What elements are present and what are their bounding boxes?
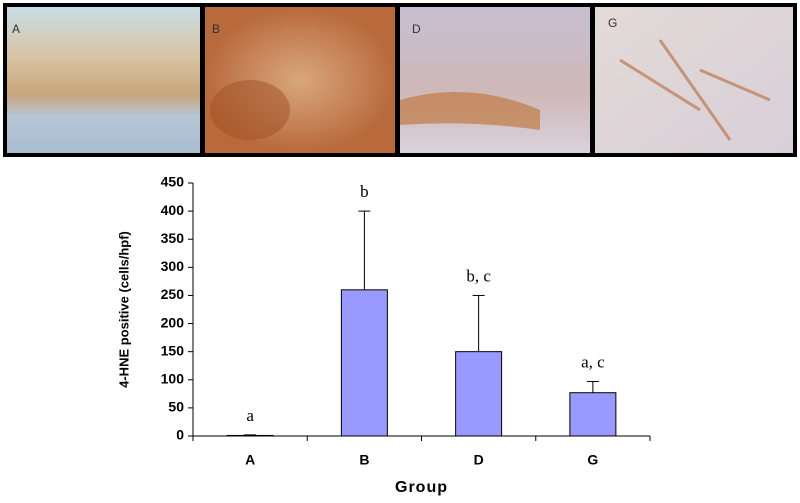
- annotation: b, c: [466, 266, 491, 285]
- panel-label: A: [12, 22, 20, 36]
- x-tick-label: A: [245, 452, 255, 468]
- annotation: a, c: [581, 352, 605, 371]
- image-strip: A B D G: [3, 3, 797, 157]
- y-tick-label: 150: [161, 342, 185, 358]
- y-tick-label: 0: [176, 427, 184, 443]
- stain: [210, 80, 290, 140]
- bar: [226, 434, 274, 437]
- bar: [569, 392, 617, 437]
- bar: [455, 351, 503, 437]
- y-tick-label: 200: [161, 314, 185, 330]
- bar: [340, 289, 388, 437]
- panel-label: B: [212, 22, 220, 36]
- stain: [400, 92, 540, 130]
- chart: 0 50 100 150 200 250 300 350 400 450 a Ab Bb, c Da, c…: [116, 174, 651, 496]
- image-panel: [400, 7, 590, 153]
- image-panel: [595, 7, 793, 153]
- y-tick-label: 50: [168, 399, 184, 415]
- y-tick-label: 450: [161, 174, 185, 190]
- panel-label: G: [608, 16, 617, 30]
- y-tick-label: 250: [161, 286, 185, 302]
- x-tick-label: G: [587, 452, 598, 468]
- y-axis-label: 4-HNE positive (cells/hpf): [116, 231, 131, 388]
- y-tick-label: 400: [161, 202, 185, 218]
- stain: [619, 39, 771, 141]
- annotation: b: [360, 182, 369, 201]
- x-tick-label: D: [474, 452, 484, 468]
- y-tick-label: 300: [161, 258, 185, 274]
- x-tick-label: B: [359, 452, 369, 468]
- y-tick-label: 100: [161, 370, 185, 386]
- panel-label: D: [412, 22, 421, 36]
- annotation: a: [246, 406, 254, 425]
- image-panel: [7, 7, 200, 153]
- x-axis-label: Group: [395, 479, 448, 496]
- y-tick-label: 350: [161, 230, 185, 246]
